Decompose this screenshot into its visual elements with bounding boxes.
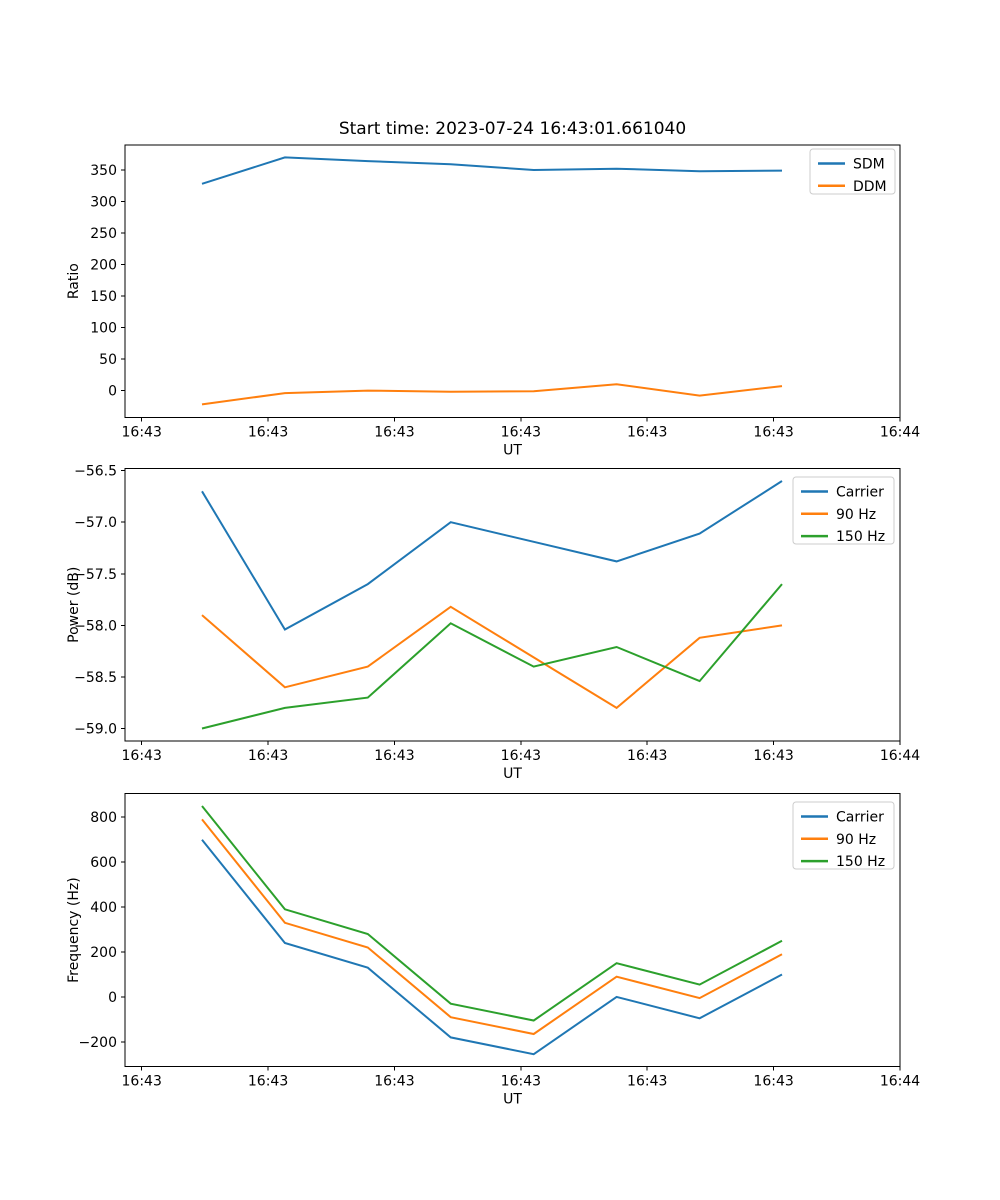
chart-power: 16:43 16:43 16:43 16:43 16:43 16:43 16:44 UT −56… bbox=[66, 464, 920, 782]
x-tick-label: 16:43 bbox=[753, 1074, 793, 1090]
y-axis: 0 50 100 150 200 250 300 350 Ratio bbox=[66, 163, 125, 400]
x-tick-label: 16:44 bbox=[880, 1074, 920, 1090]
y-tick-label: 800 bbox=[90, 810, 117, 826]
x-tick-label: 16:43 bbox=[627, 748, 667, 764]
legend-label-150-hz: 150 Hz bbox=[836, 854, 885, 870]
x-tick-label: 16:43 bbox=[248, 1074, 288, 1090]
legend-box bbox=[792, 476, 895, 545]
y-tick-label: 400 bbox=[90, 900, 117, 916]
y-tick-label: −57.5 bbox=[74, 567, 117, 583]
x-axis: 16:43 16:43 16:43 16:43 16:43 16:43 16:44 UT bbox=[122, 740, 920, 782]
y-tick-label: 100 bbox=[90, 321, 117, 337]
y-tick-label: 150 bbox=[90, 289, 117, 305]
y-axis: −56.5 −57.0 −57.5 −58.0 −58.5 −59.0 Power (dB) bbox=[66, 464, 125, 738]
y-tick-label: −58.5 bbox=[74, 670, 117, 686]
y-tick-label: −57.0 bbox=[74, 515, 117, 531]
y-tick-label: 200 bbox=[90, 257, 117, 273]
x-tick-label: 16:43 bbox=[374, 424, 414, 440]
legend-box bbox=[792, 801, 895, 870]
legend-label-90-hz: 90 Hz bbox=[836, 507, 876, 523]
chart-frequency: 16:43 16:43 16:43 16:43 16:43 16:43 16:44 UT −20… bbox=[66, 793, 920, 1108]
series-line-150-hz bbox=[201, 805, 783, 1022]
x-tick-label: 16:43 bbox=[627, 1074, 667, 1090]
series-line-ddm bbox=[201, 383, 783, 406]
y-tick-label: −59.0 bbox=[74, 722, 117, 738]
legend-label-150-hz: 150 Hz bbox=[836, 529, 885, 545]
y-axis: −200 0 200 400 600 800 Frequency (Hz) bbox=[66, 810, 125, 1051]
series-line-carrier bbox=[201, 480, 783, 631]
x-tick-label: 16:43 bbox=[753, 748, 793, 764]
legend: SDM DDM bbox=[809, 148, 896, 195]
x-axis-label: UT bbox=[503, 766, 522, 782]
series-line-carrier bbox=[201, 839, 783, 1056]
legend-label-90-hz: 90 Hz bbox=[836, 832, 876, 848]
x-tick-label: 16:43 bbox=[122, 424, 162, 440]
x-tick-label: 16:43 bbox=[501, 1074, 541, 1090]
charts-root: 16:43 16:43 16:43 16:43 16:43 16:43 16:44 UT 0 50… bbox=[66, 144, 920, 1108]
legend-label-carrier: Carrier bbox=[836, 485, 884, 501]
plot-border bbox=[124, 793, 901, 1068]
y-tick-label: 0 bbox=[108, 990, 117, 1006]
x-tick-label: 16:43 bbox=[374, 748, 414, 764]
x-tick-label: 16:43 bbox=[122, 1074, 162, 1090]
y-tick-label: 250 bbox=[90, 226, 117, 242]
x-axis-label: UT bbox=[503, 1092, 522, 1108]
plot-border bbox=[124, 144, 901, 418]
y-tick-label: −200 bbox=[79, 1035, 117, 1051]
legend: Carrier 90 Hz 150 Hz bbox=[792, 801, 895, 870]
x-tick-label: 16:43 bbox=[122, 748, 162, 764]
series-line-90-hz bbox=[201, 818, 783, 1036]
y-axis-label: Power (dB) bbox=[66, 567, 82, 643]
y-tick-label: 350 bbox=[90, 163, 117, 179]
x-tick-label: 16:43 bbox=[501, 748, 541, 764]
y-tick-label: 50 bbox=[99, 352, 117, 368]
x-axis: 16:43 16:43 16:43 16:43 16:43 16:43 16:44 UT bbox=[122, 1066, 920, 1108]
x-axis: 16:43 16:43 16:43 16:43 16:43 16:43 16:44 UT bbox=[122, 417, 920, 458]
y-axis-label: Frequency (Hz) bbox=[66, 877, 82, 983]
x-tick-label: 16:43 bbox=[374, 1074, 414, 1090]
legend-label-sdm: SDM bbox=[853, 157, 885, 173]
legend-box bbox=[809, 148, 896, 195]
y-tick-label: 0 bbox=[108, 384, 117, 400]
y-tick-label: 600 bbox=[90, 855, 117, 871]
series-line-90-hz bbox=[201, 605, 783, 710]
x-tick-label: 16:43 bbox=[627, 424, 667, 440]
x-tick-label: 16:43 bbox=[248, 748, 288, 764]
legend-label-ddm: DDM bbox=[853, 179, 887, 195]
legend: Carrier 90 Hz 150 Hz bbox=[792, 476, 895, 545]
x-axis-label: UT bbox=[503, 442, 522, 458]
x-tick-label: 16:43 bbox=[753, 424, 793, 440]
x-tick-label: 16:43 bbox=[248, 424, 288, 440]
y-axis-label: Ratio bbox=[66, 263, 82, 299]
series-line-sdm bbox=[201, 156, 783, 185]
figure-title: Start time: 2023-07-24 16:43:01.661040 bbox=[339, 119, 686, 139]
legend-label-carrier: Carrier bbox=[836, 810, 884, 826]
chart-ratio: 16:43 16:43 16:43 16:43 16:43 16:43 16:44 UT 0 50… bbox=[66, 144, 920, 458]
x-tick-label: 16:44 bbox=[880, 748, 920, 764]
x-tick-label: 16:43 bbox=[501, 424, 541, 440]
plot-border bbox=[124, 468, 901, 742]
y-tick-label: 300 bbox=[90, 194, 117, 210]
y-tick-label: 200 bbox=[90, 945, 117, 961]
x-tick-label: 16:44 bbox=[880, 424, 920, 440]
y-tick-label: −58.0 bbox=[74, 618, 117, 634]
series-line-150-hz bbox=[201, 583, 783, 730]
y-tick-label: −56.5 bbox=[74, 464, 117, 480]
